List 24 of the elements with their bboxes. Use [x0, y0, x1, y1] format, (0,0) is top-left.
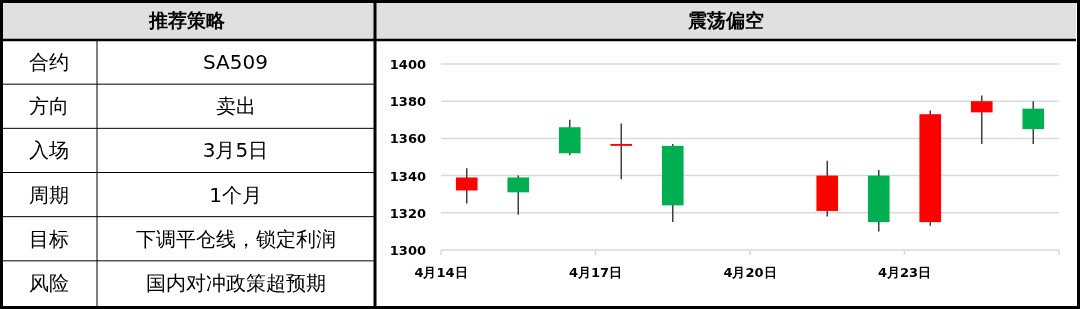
category-label: 合约	[28, 50, 69, 75]
y-tick-label: 1400	[389, 57, 426, 72]
y-tick-label: 1300	[389, 243, 426, 258]
y-tick-label: 1360	[389, 131, 426, 147]
x-tick-label: 4月23日	[877, 265, 932, 280]
x-tick-label: 4月17日	[568, 265, 623, 280]
y-tick-label: 1320	[389, 205, 426, 221]
text: 国内对冲政策超预期	[145, 270, 326, 295]
text: SA509	[203, 50, 268, 75]
chart-title: 震荡偏空	[687, 9, 764, 31]
text: 下调平仓线，锁定利润	[135, 226, 336, 251]
text: 推荐策略	[148, 9, 226, 31]
x-tick-label: 4月20日	[723, 265, 777, 280]
category-label: 方向	[28, 94, 69, 119]
text: 1个月	[209, 182, 262, 207]
y-tick-label: 1340	[389, 168, 426, 184]
text: 3月5日	[202, 138, 269, 163]
category-label: 入场	[28, 138, 69, 163]
text: 卖出	[215, 94, 256, 119]
category-label: 风险	[28, 270, 69, 295]
y-tick-label: 1380	[389, 94, 426, 110]
x-tick-label: 4月14日	[414, 265, 468, 280]
category-label: 周期	[28, 182, 69, 207]
category-label: 目标	[28, 226, 69, 251]
